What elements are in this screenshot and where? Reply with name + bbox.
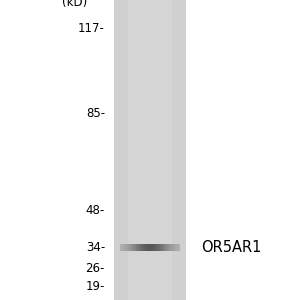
Bar	[173, 244, 174, 251]
Text: 117-: 117-	[78, 22, 105, 35]
Bar	[167, 244, 168, 251]
Bar	[146, 244, 147, 251]
Bar	[148, 244, 149, 251]
Bar	[131, 244, 132, 251]
Bar	[179, 244, 180, 251]
Bar	[177, 244, 178, 251]
Bar	[144, 244, 145, 251]
Bar	[128, 244, 129, 251]
Bar	[139, 244, 140, 251]
Bar	[145, 244, 146, 251]
Bar	[128, 0, 172, 300]
Bar	[158, 244, 159, 251]
Bar	[135, 244, 136, 251]
Bar	[130, 244, 131, 251]
Bar	[123, 244, 124, 251]
Bar	[161, 244, 162, 251]
Bar	[140, 244, 141, 251]
Bar	[164, 244, 165, 251]
Text: 48-: 48-	[86, 204, 105, 217]
Bar	[132, 244, 133, 251]
Bar	[159, 244, 160, 251]
Bar	[136, 244, 137, 251]
Bar	[133, 244, 134, 251]
Bar	[121, 244, 122, 251]
Bar	[156, 244, 157, 251]
Bar	[178, 244, 179, 251]
Bar	[172, 244, 173, 251]
Bar	[143, 244, 144, 251]
Bar	[134, 244, 135, 251]
Text: 26-: 26-	[85, 262, 105, 275]
Bar	[137, 244, 138, 251]
Bar	[168, 244, 169, 251]
Text: 19-: 19-	[85, 280, 105, 293]
Bar	[142, 244, 143, 251]
Bar	[122, 244, 123, 251]
Bar	[151, 244, 152, 251]
Bar	[125, 244, 126, 251]
Bar	[153, 244, 154, 251]
Bar	[171, 244, 172, 251]
Bar	[138, 244, 139, 251]
Bar	[174, 244, 175, 251]
Bar	[152, 244, 153, 251]
Bar	[147, 244, 148, 251]
Bar	[160, 244, 161, 251]
Bar	[149, 244, 150, 251]
Text: (kD): (kD)	[62, 0, 87, 9]
Text: 34-: 34-	[86, 241, 105, 254]
Bar	[162, 244, 163, 251]
Bar	[163, 244, 164, 251]
Bar	[120, 244, 121, 251]
Bar	[126, 244, 127, 251]
Bar	[170, 244, 171, 251]
Bar	[141, 244, 142, 251]
Text: 85-: 85-	[86, 107, 105, 120]
Bar	[124, 244, 125, 251]
Text: OR5AR1: OR5AR1	[201, 240, 261, 255]
Bar	[129, 244, 130, 251]
Bar	[165, 244, 166, 251]
Bar	[176, 244, 177, 251]
Bar	[169, 244, 170, 251]
Bar	[157, 244, 158, 251]
Bar	[127, 244, 128, 251]
Bar	[154, 244, 155, 251]
Bar	[114, 0, 186, 300]
Bar	[155, 244, 156, 251]
Bar	[150, 244, 151, 251]
